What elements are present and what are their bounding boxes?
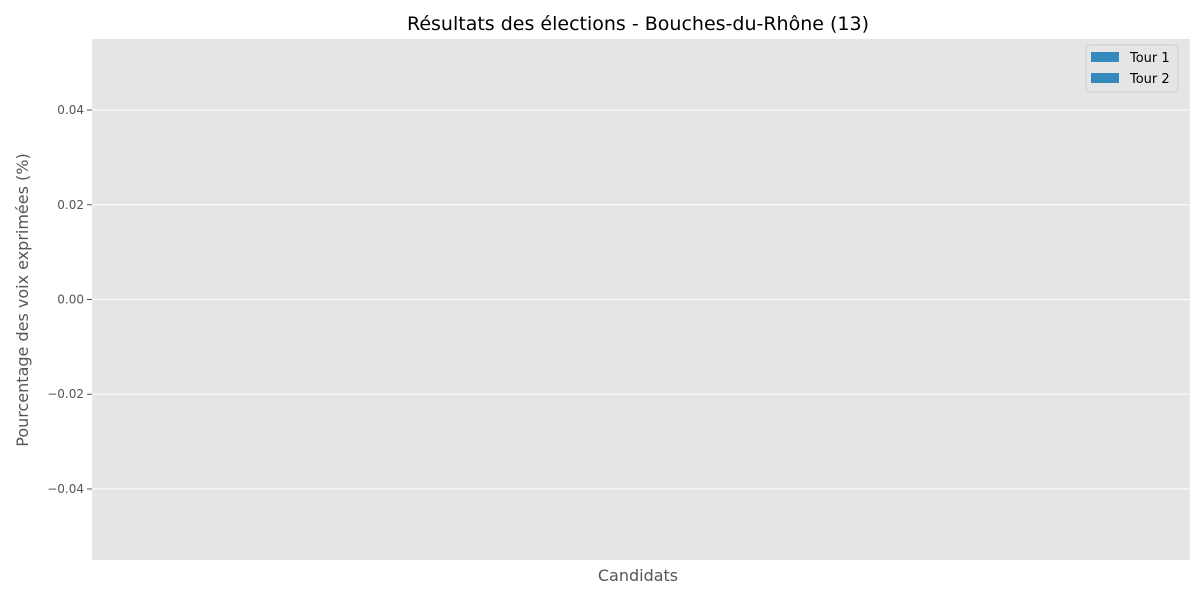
y-axis-ticks: −0.04 −0.02 0.00 0.02 0.04: [47, 103, 92, 496]
legend: Tour 1 Tour 2: [1085, 44, 1179, 93]
chart-title: Résultats des élections - Bouches-du-Rhô…: [407, 13, 869, 35]
y-tick-label: −0.04: [47, 482, 84, 496]
y-axis-label: Pourcentage des voix exprimées (%): [13, 153, 32, 446]
grid-lines: [92, 109, 1190, 490]
x-axis-label: Candidats: [598, 566, 678, 585]
legend-label-tour-1: Tour 1: [1129, 51, 1170, 66]
legend-swatch-tour-2: [1091, 73, 1119, 83]
y-tick-label: 0.00: [57, 293, 84, 307]
legend-swatch-tour-1: [1091, 52, 1119, 62]
y-tick-label: 0.02: [57, 198, 84, 212]
legend-label-tour-2: Tour 2: [1129, 72, 1170, 87]
y-tick-label: −0.02: [47, 387, 84, 401]
y-tick-label: 0.04: [57, 103, 84, 117]
